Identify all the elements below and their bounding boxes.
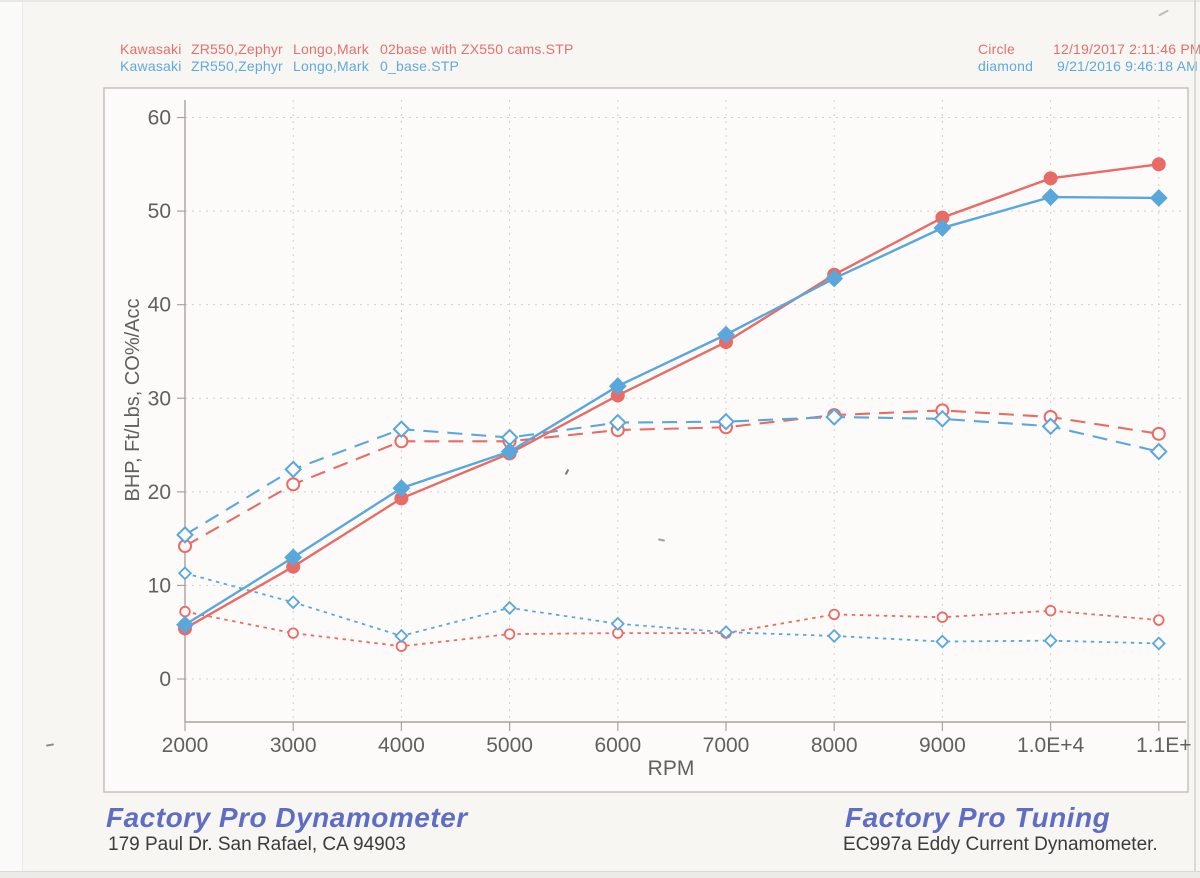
- tick-label-x: 6000: [594, 734, 641, 757]
- scan-artifact: [1158, 9, 1169, 17]
- y-axis-title: BHP, Ft/Lbs, CO%/Acc: [122, 298, 144, 501]
- series-line: [184, 163, 1159, 630]
- series-line: [184, 572, 1159, 645]
- run-row-diamond: Kawasaki ZR550,Zephyr Longo,Mark 0_base.…: [0, 58, 1200, 75]
- data-point-circle: [1043, 171, 1058, 186]
- tick-label-y: 60: [148, 107, 171, 130]
- series-line: [184, 415, 1160, 536]
- run-marker-label: diamond: [978, 58, 1034, 74]
- data-point-diamond: [177, 566, 193, 581]
- tick-label-y: 10: [148, 574, 171, 597]
- data-point-diamond: [286, 595, 301, 610]
- scan-edge-right: [1194, 0, 1196, 877]
- plot-box: [103, 87, 1189, 793]
- data-point-diamond: [392, 420, 411, 439]
- data-point-circle: [179, 605, 191, 618]
- address-line: 179 Paul Dr. San Rafael, CA 94903: [108, 834, 406, 855]
- data-point-diamond: [1041, 417, 1060, 436]
- tick-label-y: 0: [159, 668, 171, 691]
- data-point-diamond: [608, 413, 627, 432]
- tick-label-x: 8000: [811, 734, 858, 757]
- data-point-diamond: [718, 625, 734, 640]
- data-point-circle: [1153, 614, 1165, 626]
- scan-edge-top: [0, 0, 1200, 2]
- data-point-diamond: [176, 615, 194, 634]
- data-point-circle: [936, 611, 949, 623]
- series-1: [176, 188, 1168, 634]
- run-model: ZR550,Zephyr: [191, 58, 283, 74]
- data-point-diamond: [610, 616, 625, 631]
- tick-label-x: 4000: [378, 734, 425, 757]
- brand-tuning: Factory Pro Tuning: [845, 802, 1111, 833]
- tick-label-x: 9000: [919, 734, 966, 757]
- scan-artifact: [45, 743, 55, 747]
- data-point-circle: [1151, 157, 1166, 172]
- data-point-diamond: [284, 548, 303, 567]
- tick-label-y: 50: [148, 200, 171, 223]
- data-point-diamond: [825, 269, 844, 288]
- run-operator: Longo,Mark: [293, 41, 369, 57]
- data-point-diamond: [284, 460, 303, 479]
- scan-edge-bottom: [0, 871, 1200, 878]
- data-point-circle: [503, 628, 516, 640]
- data-point-diamond: [394, 628, 409, 644]
- series-line: [184, 195, 1159, 626]
- run-datetime: 12/19/2017 2:11:46 PM: [1053, 41, 1200, 57]
- tick-label-x: 1.1E+: [1136, 734, 1191, 757]
- data-point-diamond: [502, 600, 517, 615]
- run-file: 0_base.STP: [380, 58, 460, 74]
- data-point-circle: [828, 608, 840, 621]
- series-5: [177, 566, 1166, 651]
- equipment-line: EC997a Eddy Current Dynamometer.: [843, 834, 1158, 855]
- data-point-diamond: [500, 442, 519, 461]
- data-point-diamond: [825, 408, 844, 426]
- tick-label-y: 40: [148, 294, 171, 317]
- data-point-diamond: [1041, 188, 1060, 206]
- run-row-circle: Kawasaki ZR550,Zephyr Longo,Mark 02base …: [0, 41, 1200, 58]
- data-point-diamond: [933, 219, 952, 237]
- data-point-diamond: [717, 325, 735, 344]
- run-marker-label: Circle: [978, 41, 1015, 57]
- tick-label-x: 7000: [703, 734, 750, 757]
- data-point-circle: [286, 477, 301, 492]
- data-point-circle: [1151, 426, 1166, 441]
- data-point-diamond: [1149, 189, 1168, 207]
- run-file: 02base with ZX550 cams.STP: [380, 41, 574, 57]
- data-point-circle: [1044, 604, 1057, 617]
- data-point-diamond: [1149, 442, 1168, 461]
- tick-label-x: 3000: [270, 734, 317, 757]
- data-point-diamond: [176, 525, 194, 544]
- series-3: [176, 408, 1168, 544]
- data-point-circle: [287, 627, 299, 639]
- data-point-diamond: [717, 412, 735, 431]
- series-line: [184, 409, 1159, 548]
- data-point-diamond: [1151, 636, 1166, 651]
- tick-label-x: 1.0E+4: [1017, 734, 1084, 757]
- data-point-diamond: [1043, 633, 1058, 648]
- data-point-diamond: [827, 628, 842, 644]
- data-point-diamond: [933, 409, 952, 428]
- data-point-diamond: [935, 634, 950, 649]
- tick-label-x: 2000: [162, 734, 209, 757]
- run-make: Kawasaki: [120, 41, 182, 57]
- data-point-diamond: [392, 479, 411, 498]
- scan-edge-left: [0, 0, 23, 877]
- series-line: [184, 609, 1159, 648]
- run-datetime: 9/21/2016 9:46:18 AM: [1057, 58, 1198, 74]
- run-model: ZR550,Zephyr: [191, 41, 283, 57]
- dyno-chart: 0 10 20 30 40 50 60 2000 3000 4000 5000 6000 7000 800…: [103, 87, 1192, 793]
- x-axis-title: RPM: [648, 757, 695, 780]
- tick-label-x: 5000: [486, 734, 533, 757]
- run-make: Kawasaki: [120, 58, 182, 74]
- tick-label-y: 30: [148, 387, 171, 410]
- data-point-diamond: [608, 377, 627, 395]
- brand-dynamometer: Factory Pro Dynamometer: [106, 802, 468, 833]
- run-operator: Longo,Mark: [293, 58, 369, 74]
- tick-label-y: 20: [148, 481, 171, 504]
